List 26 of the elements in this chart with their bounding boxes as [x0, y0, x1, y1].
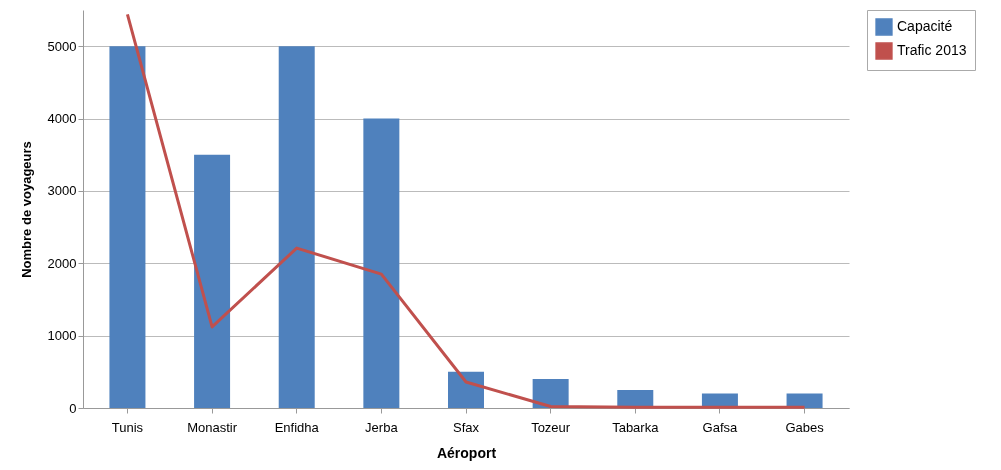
x-tick-label: Enfidha	[274, 419, 320, 435]
y-tick-label: 3000	[47, 183, 77, 199]
x-tick-label: Gafsa	[702, 419, 739, 435]
x-tick-label: Tunis	[111, 419, 144, 435]
x-tick-label: Tozeur	[531, 419, 571, 435]
bar	[194, 154, 231, 408]
y-tick-label: 0	[69, 400, 77, 416]
bar	[363, 118, 400, 408]
x-tick-label: Monastir	[187, 419, 238, 435]
legend-label: Trafic 2013	[897, 42, 967, 58]
x-tick-label: Jerba	[365, 419, 399, 435]
bar	[448, 371, 484, 408]
x-tick-label: Tabarka	[612, 419, 660, 435]
y-axis-title: Nombre de voyageurs	[18, 141, 34, 278]
bar	[109, 46, 146, 408]
x-tick-label: Gabes	[785, 419, 825, 435]
y-tick-label: 4000	[47, 111, 77, 127]
legend-label: Capacité	[897, 18, 953, 34]
bar	[786, 393, 823, 408]
line-series	[125, 12, 807, 409]
bar	[278, 46, 315, 408]
y-tick-label: 1000	[47, 328, 77, 344]
y-tick-label: 2000	[47, 255, 77, 271]
x-axis-title: Aéroport	[436, 444, 497, 461]
y-tick-label: 5000	[47, 38, 77, 54]
x-tick-label: Sfax	[452, 419, 480, 435]
